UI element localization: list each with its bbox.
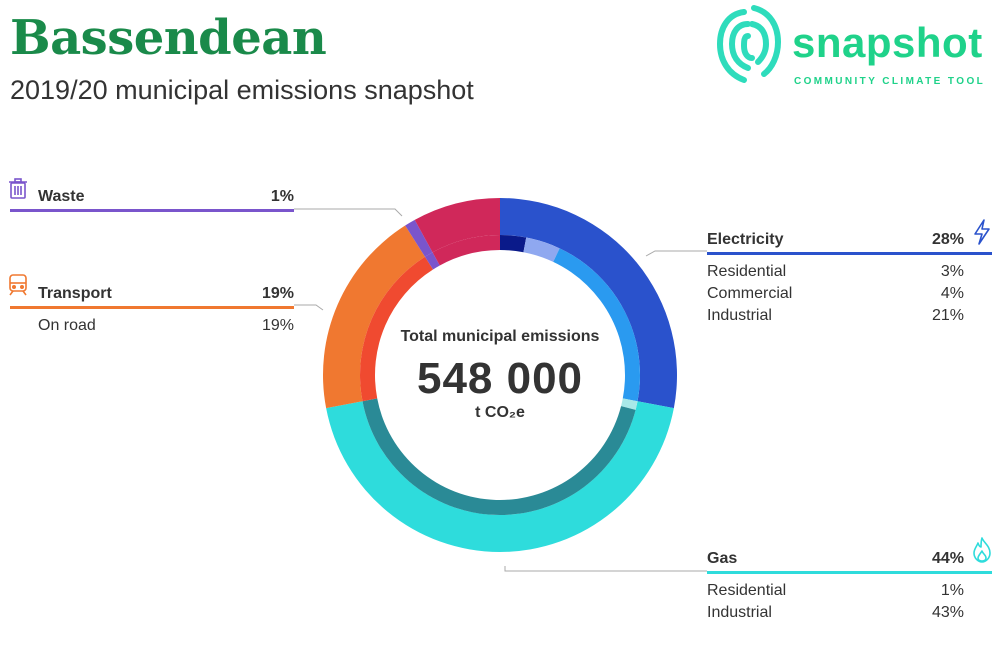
legend-transport-sub-0: On road 19% <box>38 317 294 334</box>
page-title: Bassendean <box>10 10 327 66</box>
legend-gas-sub-0: Residential 1% <box>707 582 964 599</box>
leader-line-gas <box>504 566 707 572</box>
legend-transport-percent: 19% <box>261 285 294 302</box>
leader-line-electricity <box>645 250 707 257</box>
legend-electricity-percent: 28% <box>931 231 964 248</box>
donut-subslice-gas-residential <box>621 398 638 410</box>
leader-line-transport <box>294 304 324 311</box>
donut-slice-electricity <box>500 198 677 409</box>
donut-subslice-electricity-residential <box>500 235 527 253</box>
legend-waste-percent: 1% <box>270 188 294 205</box>
legend-gas-rule <box>707 571 992 574</box>
donut-slice-gas <box>326 401 674 553</box>
logo-wordmark: snapshot <box>792 19 983 66</box>
legend-waste: Waste 1% <box>10 184 294 212</box>
legend-waste-name: Waste <box>38 188 85 205</box>
donut-slice-waste <box>405 219 433 257</box>
donut-subslice-waste-waste <box>424 252 440 270</box>
legend-transport-rule <box>10 306 294 309</box>
legend-electricity: Electricity 28% Residential 3% Commercia… <box>707 227 992 327</box>
legend-electricity-sub-0: Residential 3% <box>707 263 964 280</box>
total-emissions-label: Total municipal emissions <box>400 328 600 345</box>
legend-transport: Transport 19% On road 19% <box>10 281 294 337</box>
legend-electricity-sub-2: Industrial 21% <box>707 307 964 324</box>
trash-icon <box>9 178 27 199</box>
inner-ring <box>360 235 640 515</box>
legend-electricity-sub-1: Commercial 4% <box>707 285 964 302</box>
donut-subslice-electricity-industrial <box>553 248 640 402</box>
legend-electricity-name: Electricity <box>707 231 784 248</box>
legend-gas: Gas 44% Residential 1% Industrial 43% <box>707 546 992 624</box>
donut-slice-transport <box>323 225 425 409</box>
legend-gas-name: Gas <box>707 550 738 567</box>
total-emissions-value: 548 000 <box>416 354 584 403</box>
donut-subslice-gas-industrial <box>362 398 636 515</box>
legend-electricity-rule <box>707 252 992 255</box>
train-icon <box>9 274 27 296</box>
outer-ring <box>323 198 677 553</box>
legend-gas-percent: 44% <box>931 550 964 567</box>
total-emissions-unit: t CO₂e <box>475 404 525 421</box>
lightning-icon <box>974 219 990 245</box>
logo-tagline: COMMUNITY CLIMATE TOOL <box>794 76 986 87</box>
snapshot-logo: snapshot COMMUNITY CLIMATE TOOL <box>714 2 1000 92</box>
leader-lines <box>294 208 707 572</box>
legend-gas-sub-1: Industrial 43% <box>707 604 964 621</box>
donut-subslice-electricity-commercial <box>523 237 560 262</box>
donut-slice-unlabelled-4 <box>414 198 500 253</box>
legend-waste-rule <box>10 209 294 212</box>
donut-subslice-unlabelled-unlabelled <box>432 235 500 266</box>
leader-line-waste <box>294 208 403 217</box>
flame-icon <box>973 537 991 563</box>
page-subtitle: 2019/20 municipal emissions snapshot <box>10 75 474 105</box>
fingerprint-logo-icon <box>716 5 782 83</box>
legend-transport-name: Transport <box>38 285 112 302</box>
donut-subslice-transport-on-road <box>360 256 434 402</box>
